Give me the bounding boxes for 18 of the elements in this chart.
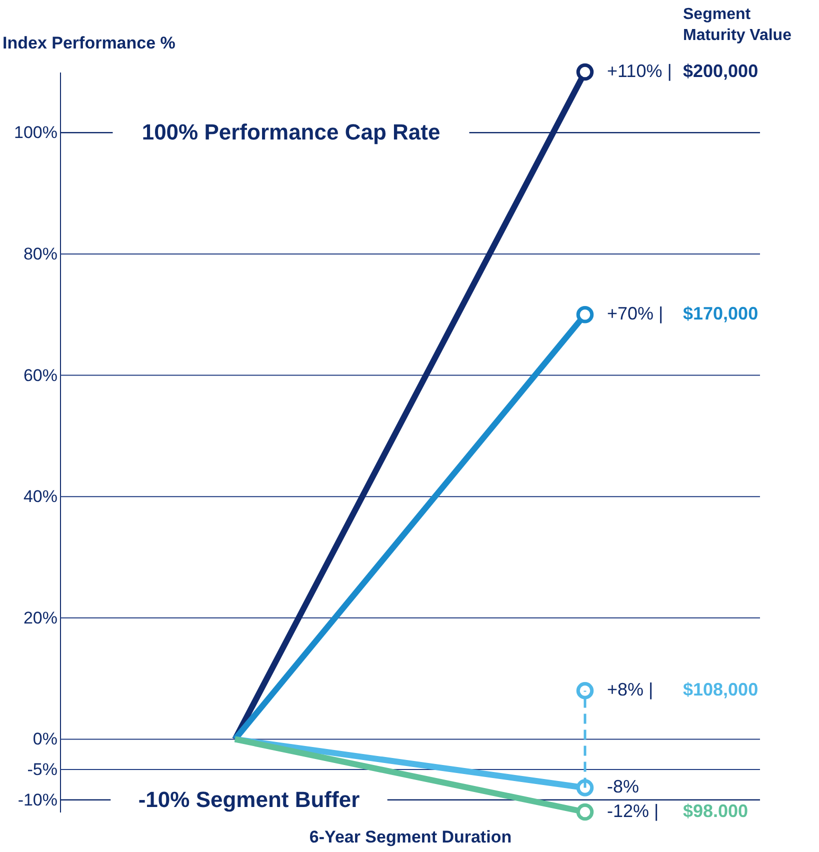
x-axis-title: 6-Year Segment Duration (309, 828, 512, 846)
y-tick-label: 60% (23, 366, 58, 385)
y-tick-label: 20% (23, 608, 58, 628)
y-tick-label: 40% (23, 487, 58, 506)
text: -12% | $98.000 (607, 801, 748, 821)
y-tick-label: -10% (18, 790, 58, 810)
data-label: +110% | $200,000 (607, 61, 758, 81)
ref-line-label: -10% Segment Buffer (138, 786, 360, 812)
data-label: -8% (607, 776, 640, 797)
y-axis-title: Index Performance % (2, 34, 176, 52)
data-label: +70% | $170,000 (607, 304, 758, 324)
y-tick-label: 100% (14, 123, 58, 142)
text: Segment Maturity Value (683, 6, 792, 44)
y-tick-label: -5% (27, 760, 58, 780)
ref-line-label: 100% Performance Cap Rate (142, 120, 440, 145)
y-tick-label: 80% (23, 244, 58, 264)
y-tick-label: 0% (32, 730, 58, 749)
text: +8% | $108,000 (607, 680, 758, 700)
